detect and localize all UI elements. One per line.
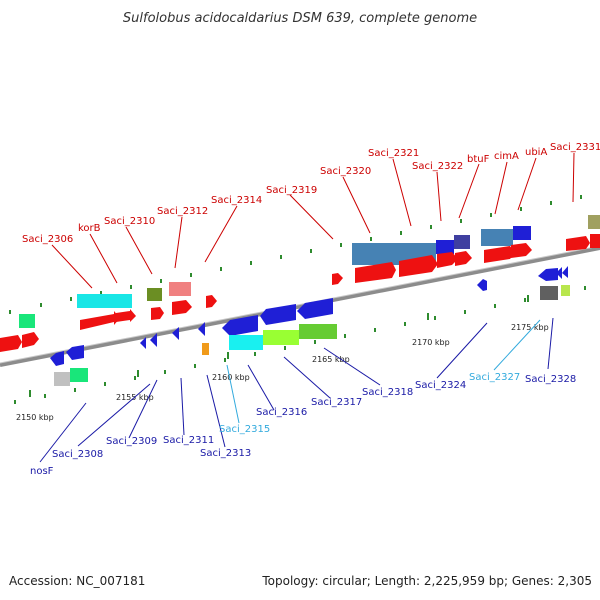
gene-upper <box>147 288 162 301</box>
gene-lower <box>202 343 209 355</box>
gene-lower <box>556 267 562 279</box>
gene-lower <box>299 324 337 339</box>
gene-label-upper[interactable]: Saci_2314 <box>211 195 262 206</box>
gene-upper <box>332 273 343 285</box>
gene-upper <box>454 235 470 249</box>
gene-label-upper[interactable]: Saci_2331 <box>550 142 600 153</box>
gene-label-lower[interactable]: Saci_2311 <box>163 435 214 446</box>
gene-upper <box>436 240 454 254</box>
accession-text: Accession: NC_007181 <box>9 574 146 588</box>
gene-upper <box>399 255 438 277</box>
gene-label-lower[interactable]: Saci_2328 <box>525 374 576 385</box>
gene-lower <box>150 333 157 347</box>
gene-lower <box>70 368 88 382</box>
gene-upper <box>172 300 192 315</box>
gene-label-upper[interactable]: korB <box>78 223 101 234</box>
scale-label: 2160 kbp <box>212 373 250 382</box>
map-title: Sulfolobus acidocaldarius DSM 639, compl… <box>123 11 477 26</box>
lower-genes[interactable] <box>50 266 570 386</box>
gene-upper <box>590 234 600 248</box>
gene-upper <box>116 309 136 322</box>
gene-upper <box>477 279 487 291</box>
gene-upper <box>511 243 532 258</box>
gene-label-lower[interactable]: Saci_2316 <box>256 407 307 418</box>
genome-backbone-highlight <box>0 245 600 364</box>
gene-upper <box>481 229 513 246</box>
gene-label-lower[interactable]: Saci_2315 <box>219 424 270 435</box>
scale-label: 2170 kbp <box>412 338 450 347</box>
gene-label-upper[interactable]: Saci_2321 <box>368 148 419 159</box>
gene-upper <box>588 215 600 229</box>
scale-label: 2175 kbp <box>511 323 549 332</box>
scale-label: 2165 kbp <box>312 355 350 364</box>
gene-upper <box>437 252 458 268</box>
gene-lower <box>538 268 558 281</box>
gene-label-upper[interactable]: btuF <box>467 154 490 165</box>
gene-label-upper[interactable]: ubiA <box>525 147 547 158</box>
gene-label-lower[interactable]: Saci_2308 <box>52 449 103 460</box>
gene-upper <box>22 332 39 348</box>
gene-label-lower[interactable]: Saci_2327 <box>469 372 520 383</box>
scale-label: 2150 kbp <box>16 413 54 422</box>
gene-label-lower[interactable]: nosF <box>30 466 54 477</box>
gene-lower <box>260 304 296 325</box>
gene-label-lower[interactable]: Saci_2318 <box>362 387 413 398</box>
gene-label-lower[interactable]: Saci_2324 <box>415 380 466 391</box>
upper-genes[interactable] <box>0 215 600 352</box>
gene-upper <box>566 236 590 251</box>
gene-upper <box>484 246 515 263</box>
gene-upper <box>0 335 22 352</box>
upper-leaders <box>51 152 575 289</box>
gene-lower <box>222 315 258 336</box>
gene-label-upper[interactable]: Saci_2320 <box>320 166 371 177</box>
gene-upper <box>513 226 531 240</box>
gene-lower <box>297 298 333 319</box>
gene-label-lower[interactable]: Saci_2313 <box>200 448 251 459</box>
gene-label-upper[interactable]: Saci_2319 <box>266 185 317 196</box>
gene-upper <box>355 262 396 283</box>
gene-upper <box>80 311 120 330</box>
gene-lower <box>561 285 570 296</box>
gene-label-upper[interactable]: Saci_2306 <box>22 234 73 245</box>
gene-label-lower[interactable]: Saci_2309 <box>106 436 157 447</box>
topology-text: Topology: circular; Length: 2,225,959 bp… <box>262 574 592 588</box>
gene-lower <box>263 330 299 345</box>
gene-upper <box>455 251 472 266</box>
gene-upper <box>77 294 132 308</box>
gene-lower <box>172 327 179 340</box>
gene-lower <box>50 351 64 366</box>
pseudo-leaders <box>226 319 541 424</box>
gene-label-lower[interactable]: Saci_2317 <box>311 397 362 408</box>
gene-lower <box>54 372 70 386</box>
gene-upper <box>19 314 35 328</box>
gene-label-upper[interactable]: cimA <box>494 151 519 162</box>
lower-leaders <box>39 317 554 463</box>
gene-lower <box>540 286 558 300</box>
gene-label-upper[interactable]: Saci_2312 <box>157 206 208 217</box>
genome-backbone <box>0 246 600 367</box>
gene-upper <box>206 295 217 308</box>
gene-upper <box>151 307 164 320</box>
gene-label-upper[interactable]: Saci_2322 <box>412 161 463 172</box>
gene-lower <box>562 266 568 278</box>
gene-lower <box>140 337 146 349</box>
gene-upper <box>169 282 191 296</box>
gene-lower <box>229 335 263 350</box>
grid-dots <box>9 195 586 404</box>
gene-lower <box>66 345 84 360</box>
gene-label-upper[interactable]: Saci_2310 <box>104 216 155 227</box>
gene-lower <box>198 322 205 336</box>
